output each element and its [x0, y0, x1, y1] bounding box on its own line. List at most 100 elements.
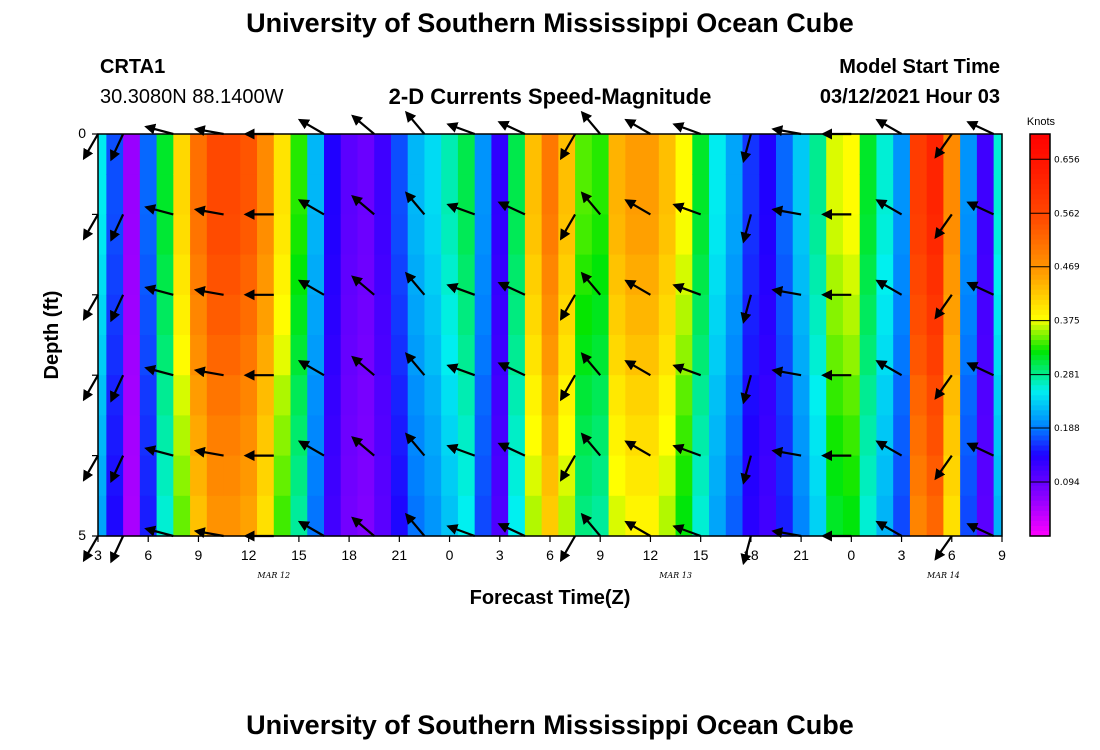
current-vector: [297, 279, 325, 296]
current-vector: [82, 133, 99, 161]
x-tick-label: 9: [998, 547, 1006, 563]
heatmap-cell: [273, 294, 292, 336]
heatmap-cell: [474, 495, 493, 537]
colorbar-segment: [1030, 154, 1050, 160]
heatmap-cell: [675, 214, 693, 256]
heatmap-cell: [407, 455, 426, 497]
colorbar-segment: [1030, 415, 1050, 422]
heatmap-cell: [441, 294, 459, 336]
heatmap-cell: [340, 214, 359, 256]
heatmap-cell: [842, 254, 861, 296]
current-vector: [740, 133, 752, 164]
colorbar-segment: [1030, 390, 1050, 396]
heatmap-cell: [307, 294, 325, 336]
x-tick-label: 12: [241, 547, 257, 563]
heatmap-cell: [491, 214, 509, 256]
heatmap-cell: [407, 214, 426, 256]
heatmap-cell: [893, 495, 911, 537]
heatmap-cell: [792, 174, 811, 215]
heatmap-cell: [776, 455, 794, 497]
current-vector: [672, 363, 702, 377]
heatmap-cell: [692, 335, 710, 376]
heatmap-cell: [324, 214, 342, 256]
colorbar-segment: [1030, 209, 1050, 216]
heatmap-cell: [508, 254, 526, 296]
current-vector: [404, 191, 426, 216]
heatmap-cell: [240, 254, 258, 296]
heatmap-cell: [642, 294, 660, 336]
heatmap-cell: [692, 214, 710, 256]
heatmap-cell: [190, 335, 208, 376]
heatmap-cell: [307, 375, 325, 416]
current-vector: [144, 123, 174, 136]
heatmap-cell: [759, 294, 777, 336]
heatmap-cell: [859, 134, 878, 175]
heatmap-cell: [257, 174, 275, 215]
current-vector: [966, 120, 995, 135]
heatmap-cell: [960, 214, 978, 256]
heatmap-cell: [859, 415, 878, 457]
heatmap-cell: [725, 254, 744, 296]
heatmap-cell: [725, 375, 744, 416]
heatmap-cell: [190, 294, 208, 336]
heatmap-cell: [374, 174, 392, 215]
heatmap-cell: [658, 495, 677, 537]
heatmap-cell: [340, 415, 359, 457]
heatmap-cell: [206, 375, 225, 416]
model-start-value: 03/12/2021 Hour 03: [819, 86, 1000, 108]
heatmap-cell: [625, 294, 643, 336]
current-vector: [193, 446, 224, 458]
current-vector: [497, 362, 526, 377]
heatmap-cell: [374, 455, 392, 497]
heatmap-cell: [709, 174, 727, 215]
current-vector: [351, 275, 375, 296]
current-vector: [672, 122, 702, 136]
heatmap-cell: [976, 294, 995, 336]
heatmap-cell: [943, 335, 961, 376]
heatmap-cell: [424, 294, 442, 336]
current-vector: [559, 374, 577, 402]
heatmap-cell: [976, 214, 995, 256]
heatmap-cell: [893, 134, 911, 175]
heatmap-cell: [139, 455, 158, 497]
heatmap-cell: [842, 174, 861, 215]
heatmap-cell: [340, 134, 359, 175]
heatmap-cell: [909, 134, 928, 175]
heatmap-cell: [608, 134, 626, 175]
colorbar-segment: [1030, 410, 1050, 417]
page-title-top: University of Southern Mississippi Ocean…: [246, 8, 854, 38]
colorbar-segment: [1030, 289, 1050, 296]
colorbar-segment: [1030, 224, 1050, 231]
date-label: MAR 12: [256, 571, 290, 580]
x-axis: 3 6 9 12 15 18 21 0 3 6 9 12 15 18 21 0 3 6 9 MAR 12 MAR 13 M…: [94, 536, 1006, 580]
heatmap-cell: [508, 134, 526, 175]
heatmap-cell: [156, 294, 174, 336]
heatmap-cell: [776, 134, 794, 175]
current-vector: [672, 524, 702, 538]
heatmap-cell: [508, 335, 526, 376]
heatmap-cell: [98, 335, 107, 376]
heatmap-cell: [273, 455, 292, 497]
colorbar-segment: [1030, 395, 1050, 401]
heatmap-cell: [98, 134, 107, 175]
heatmap-cell: [390, 495, 409, 537]
heatmap-cell: [324, 415, 342, 457]
colorbar-segment: [1030, 244, 1050, 251]
heatmap-cell: [625, 375, 643, 416]
heatmap-cell: [591, 495, 610, 537]
heatmap-cell: [491, 375, 509, 416]
current-vector: [297, 440, 325, 457]
current-vector: [193, 366, 224, 378]
heatmap-cell: [491, 174, 509, 215]
heatmap-cell: [173, 254, 191, 296]
heatmap-cell: [390, 294, 409, 336]
current-vector: [351, 194, 375, 216]
colorbar-tick-label: 0.188: [1054, 424, 1080, 434]
heatmap-cell: [156, 335, 174, 376]
current-vector: [144, 364, 174, 377]
heatmap-cell: [173, 495, 191, 537]
heatmap-cell: [792, 455, 811, 497]
heatmap-cell: [909, 455, 928, 497]
heatmap-cell: [558, 174, 576, 215]
heatmap-cell: [106, 254, 124, 296]
